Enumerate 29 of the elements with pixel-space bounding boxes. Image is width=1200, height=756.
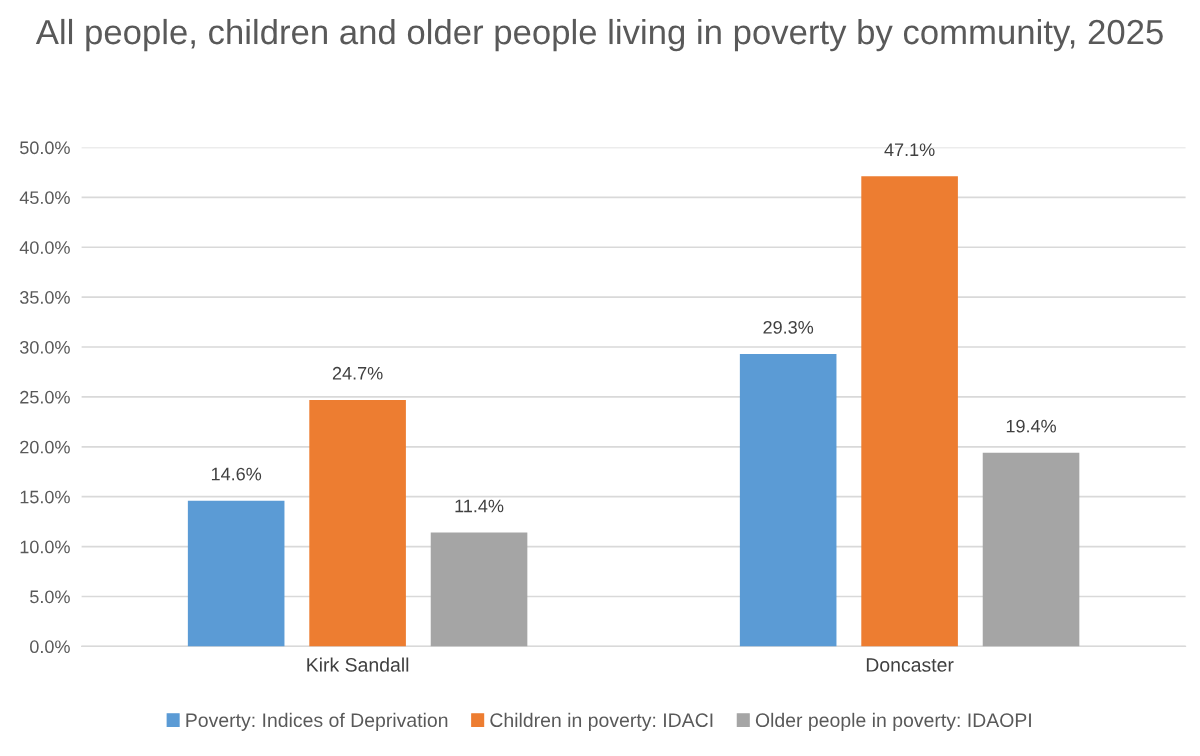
y-tick-label: 25.0% [20, 390, 70, 404]
y-tick-label: 10.0% [20, 540, 70, 554]
data-label: 14.6% [211, 467, 262, 481]
y-tick-label: 20.0% [20, 440, 70, 454]
bar [430, 532, 528, 647]
legend-label: Poverty: Indices of Deprivation [186, 712, 448, 731]
data-label: 11.4% [455, 499, 504, 513]
chart-title: All people, children and older people living in poverty by community, 2025 [35, 18, 1163, 52]
data-label: 19.4% [1006, 419, 1056, 433]
data-label: 47.1% [884, 143, 935, 157]
legend-label: Children in poverty: IDACI [490, 712, 713, 731]
y-tick-label: 5.0% [30, 590, 70, 604]
y-tick-label: 35.0% [19, 291, 70, 304]
bar [739, 353, 837, 647]
bar [187, 500, 285, 647]
y-tick-label: 40.0% [19, 241, 70, 254]
data-label: 24.7% [332, 366, 383, 380]
x-tick-label: Kirk Sandall [307, 657, 409, 672]
x-tick-label: Doncaster [866, 658, 954, 672]
y-tick-label: 30.0% [19, 340, 70, 354]
bar [309, 399, 406, 647]
y-tick-label: 50.0% [20, 141, 70, 155]
legend-label: Older people in poverty: IDAOPI [755, 712, 1031, 731]
bar [861, 176, 958, 647]
y-tick-label: 15.0% [20, 490, 70, 504]
data-label: 29.3% [763, 320, 814, 334]
bar [982, 452, 1080, 647]
y-tick-label: 0.0% [30, 640, 70, 654]
y-tick-label: 45.0% [19, 191, 70, 205]
